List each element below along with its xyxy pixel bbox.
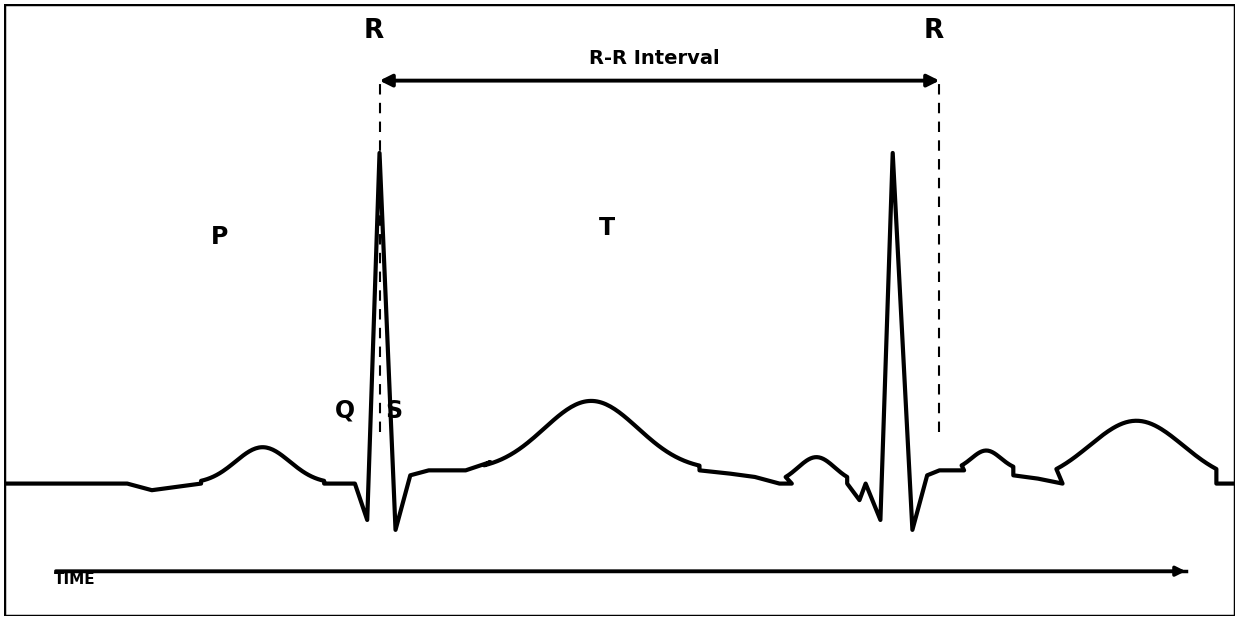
Text: T: T: [600, 216, 616, 240]
Text: Q: Q: [335, 399, 354, 423]
Text: R: R: [923, 18, 943, 44]
Text: TIME: TIME: [53, 572, 95, 587]
Text: S: S: [385, 399, 403, 423]
Text: P: P: [211, 225, 228, 249]
Text: R-R Interval: R-R Interval: [589, 50, 720, 68]
Text: R: R: [363, 18, 384, 44]
